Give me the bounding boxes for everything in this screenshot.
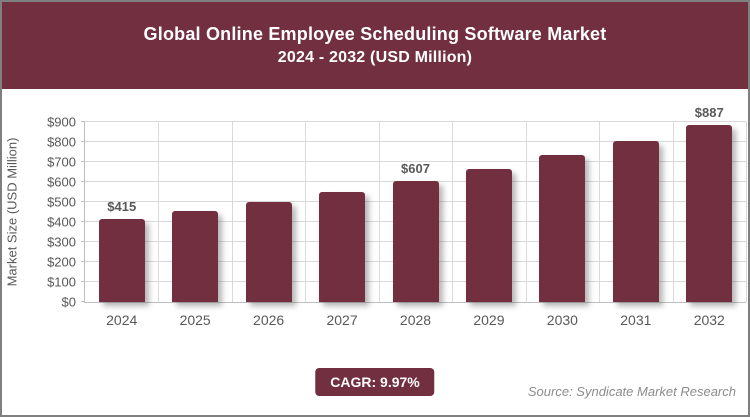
x-tick-label: 2029	[473, 312, 505, 328]
gridline-vertical	[305, 122, 307, 302]
y-tick-mark	[81, 241, 85, 242]
gridline-horizontal	[85, 161, 746, 162]
chart-title: Global Online Employee Scheduling Softwa…	[143, 24, 607, 44]
bar-2026	[245, 201, 292, 302]
y-tick-mark	[81, 141, 85, 143]
gridline-vertical	[378, 122, 380, 302]
gridline-vertical	[599, 122, 601, 302]
gridline-vertical	[231, 122, 233, 302]
x-tick-label: 2028	[399, 312, 432, 328]
bar-value-label: $607	[401, 160, 430, 176]
y-tick-label: $200	[47, 254, 76, 270]
x-tick-label: 2025	[179, 312, 211, 328]
y-tick-label: $300	[47, 234, 76, 250]
bar-2031	[612, 140, 659, 302]
y-tick-label: $0	[61, 294, 76, 310]
y-tick-label: $400	[47, 214, 76, 230]
y-tick-mark	[81, 221, 85, 223]
y-tick-label: $800	[47, 134, 76, 150]
x-tick-label: 2027	[326, 312, 358, 328]
x-tick-label: 2026	[253, 312, 285, 328]
gridline-horizontal	[85, 121, 746, 122]
bar-2025	[172, 210, 219, 302]
gridline-vertical	[672, 122, 674, 302]
x-tick-label: 2030	[546, 312, 578, 328]
y-tick-mark	[81, 161, 85, 162]
y-tick-label: $100	[47, 274, 76, 290]
cagr-badge: CAGR: 9.97%	[315, 368, 435, 396]
bar-2029	[465, 168, 512, 302]
source-credit: Source: Syndicate Market Research	[527, 384, 736, 399]
gridline-vertical	[158, 122, 160, 302]
y-tick-mark	[81, 301, 85, 302]
y-tick-label: $500	[47, 194, 76, 210]
bar-2027	[319, 191, 366, 302]
y-tick-mark	[81, 121, 85, 122]
y-tick-mark	[81, 201, 85, 202]
y-tick-label: $700	[47, 154, 76, 170]
x-tick-label: 2024	[106, 312, 138, 328]
bar-value-label: $887	[694, 104, 724, 120]
y-tick-label: $600	[47, 174, 76, 190]
bar-2030	[539, 155, 586, 302]
y-tick-label: $900	[47, 114, 76, 130]
gridline-vertical	[525, 122, 527, 302]
y-tick-mark	[81, 261, 85, 263]
bar-2028: $607	[392, 161, 439, 302]
gridline-vertical	[452, 122, 454, 302]
bar-value-label: $415	[107, 199, 137, 214]
y-axis-title: Market Size (USD Million)	[4, 137, 20, 287]
gridline-vertical	[746, 122, 747, 302]
x-tick-label: 2031	[620, 312, 652, 328]
x-tick-label: 2032	[693, 312, 725, 328]
bar-2024: $415	[98, 199, 145, 302]
plot-area: $0 $100 $200 $300 $400 $500 $600 $700 $800 $900 $4…	[47, 105, 747, 328]
bar-2032: $887	[686, 105, 733, 302]
gridline-horizontal	[85, 141, 746, 143]
y-tick-mark	[81, 181, 85, 182]
y-tick-mark	[81, 281, 85, 283]
chart-header: Global Online Employee Scheduling Softwa…	[2, 2, 748, 89]
chart-subtitle: 2024 - 2032 (USD Million)	[277, 49, 473, 66]
